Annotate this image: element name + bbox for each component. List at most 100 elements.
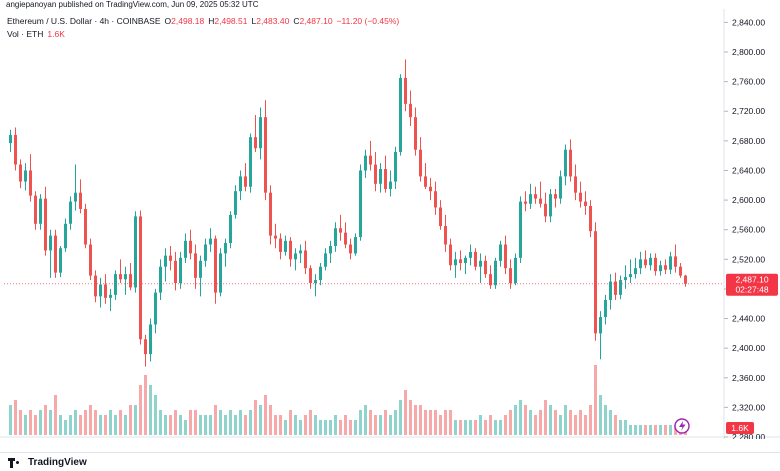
volume-bar — [529, 410, 532, 435]
volume-bar — [54, 395, 57, 435]
candle-body — [89, 244, 92, 276]
volume-bar — [459, 420, 462, 435]
candle-body — [654, 257, 657, 272]
candle-body — [324, 253, 327, 267]
candle-body — [549, 194, 552, 217]
candle-body — [494, 260, 497, 286]
chart-area[interactable]: 2,840.00 2,800.00 2,760.00 2,720.00 2,680.00… — [0, 9, 780, 439]
volume-bar — [569, 410, 572, 435]
volume-bar — [249, 410, 252, 435]
volume-bar — [124, 415, 127, 435]
candle-body — [249, 137, 252, 187]
volume-bar — [184, 420, 187, 435]
candle-body — [474, 251, 477, 267]
candle-body — [19, 164, 22, 182]
candle-body — [374, 164, 377, 184]
volume-bar — [219, 410, 222, 435]
volume-bar — [364, 405, 367, 435]
candle-body — [84, 208, 87, 245]
candle-body — [224, 243, 227, 254]
volume-bar — [589, 405, 592, 435]
volume-bar — [574, 415, 577, 435]
candle-body — [284, 240, 287, 252]
volume-bar — [69, 415, 72, 435]
candle-body — [269, 192, 272, 236]
candle-body — [289, 240, 292, 260]
candle-body — [609, 281, 612, 301]
candle-body — [214, 238, 217, 293]
volume-bar — [109, 410, 112, 435]
candle-body — [9, 134, 12, 144]
candlestick-chart: 2,840.00 2,800.00 2,760.00 2,720.00 2,680.00… — [0, 9, 780, 439]
volume-bar — [89, 405, 92, 435]
volume-bar — [534, 415, 537, 435]
candle-body — [539, 198, 542, 204]
bar-countdown: 02:27:48 — [735, 285, 768, 295]
candle-body — [674, 256, 677, 267]
volume-bar — [424, 410, 427, 435]
candle-body — [44, 198, 47, 251]
volume-bar — [489, 415, 492, 435]
volume-bar — [139, 385, 142, 435]
candle-body — [369, 155, 372, 165]
price-tick-label: 2,320.00 — [732, 402, 765, 412]
volume-bar — [514, 405, 517, 435]
volume-bar — [634, 425, 637, 435]
price-tick-label: 2,360.00 — [732, 373, 765, 383]
candle-body — [39, 198, 42, 224]
candle-body — [159, 266, 162, 293]
candle-body — [319, 266, 322, 281]
candle-body — [49, 235, 52, 251]
candle-body — [584, 201, 587, 207]
candle-body — [124, 274, 127, 280]
volume-bar — [539, 410, 542, 435]
candle-body — [189, 240, 192, 254]
tradingview-logo[interactable]: TradingView — [8, 457, 87, 468]
candle-body — [499, 244, 502, 261]
volume-bar — [304, 415, 307, 435]
volume-bar — [34, 415, 37, 435]
tradingview-brand-text: TradingView — [28, 457, 87, 468]
candle-body — [64, 223, 67, 249]
volume-bar — [169, 415, 172, 435]
volume-label: Vol · ETH — [7, 29, 44, 39]
candle-body — [659, 265, 662, 272]
volume-bar — [454, 420, 457, 435]
volume-bar — [209, 415, 212, 435]
ohlc-close: C2,487.10 — [293, 16, 333, 26]
candle-body — [504, 244, 507, 269]
volume-bar — [609, 410, 612, 435]
candle-body — [639, 259, 642, 269]
volume-bar — [224, 415, 227, 435]
volume-bar — [399, 400, 402, 435]
volume-bar — [279, 415, 282, 435]
volume-bar — [179, 415, 182, 435]
volume-bar — [554, 410, 557, 435]
candle-body — [109, 294, 112, 298]
volume-bar — [19, 410, 22, 435]
candle-body — [314, 280, 317, 284]
candle-body — [279, 238, 282, 252]
candle-body — [644, 259, 647, 266]
volume-bar — [59, 415, 62, 435]
candle-body — [94, 275, 97, 297]
volume-bar — [339, 420, 342, 435]
symbol-legend: Ethereum / U.S. Dollar · 4h · COINBASE O… — [7, 16, 399, 26]
volume-bar — [519, 400, 522, 435]
candle-body — [149, 324, 152, 355]
candle-body — [274, 235, 277, 239]
volume-bar — [329, 420, 332, 435]
candle-body — [59, 248, 62, 273]
candle-body — [194, 253, 197, 278]
candle-body — [434, 191, 437, 208]
volume-bar — [384, 410, 387, 435]
candle-body — [399, 77, 402, 152]
candle-body — [679, 266, 682, 276]
ohlc-open: O2,498.18 — [164, 16, 205, 26]
volume-bar — [119, 410, 122, 435]
candle-body — [424, 176, 427, 187]
volume-bar — [49, 410, 52, 435]
volume-legend: Vol · ETH 1.6K — [7, 29, 65, 39]
volume-bar — [234, 415, 237, 435]
candle-body — [569, 149, 572, 177]
